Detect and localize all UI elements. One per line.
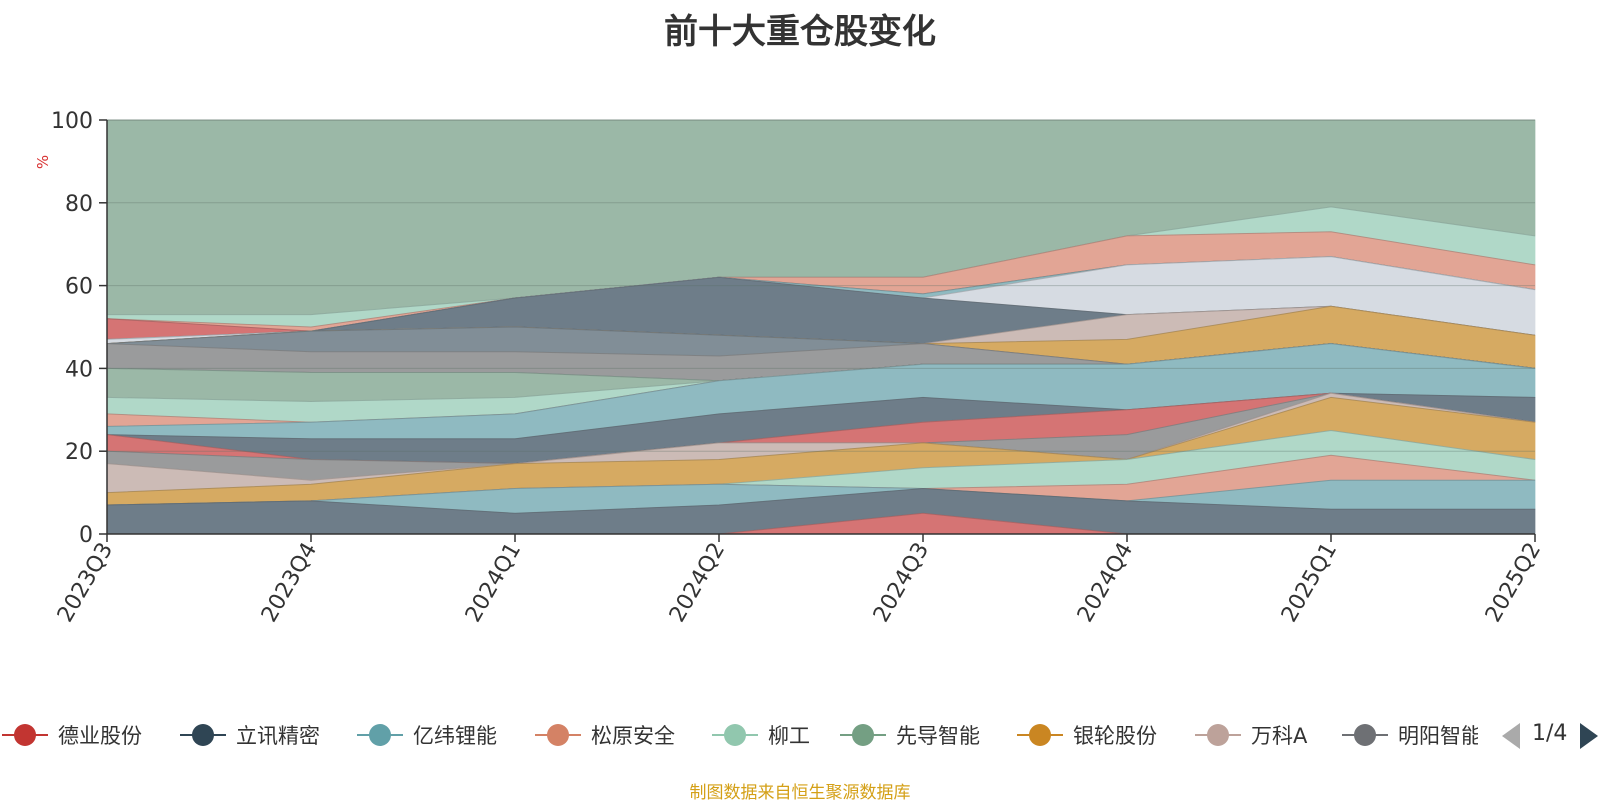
y-tick-label: 40 [65,357,93,382]
legend-item[interactable]: 柳工 [710,715,810,755]
legend-marker-icon [1017,724,1063,746]
x-tick-label: 2025Q1 [1277,539,1342,627]
legend-label: 明阳智能 [1398,724,1478,748]
legend-label: 先导智能 [896,724,980,748]
x-tick-label: 2025Q2 [1481,539,1546,627]
y-tick-label: 80 [65,192,93,217]
y-tick-label: 60 [65,275,93,300]
area-line-23 [106,479,1535,506]
legend-label: 松原安全 [591,724,675,748]
chart-title: 前十大重仓股变化 [664,12,936,52]
legend-marker-icon [1195,724,1241,746]
legend-label: 德业股份 [58,724,142,748]
legend-marker-icon [180,724,226,746]
legend-item[interactable]: 明阳智能 [1340,715,1478,755]
legend-marker-icon [712,724,758,746]
area-line-20 [106,396,1536,494]
y-axis-label: % [34,155,52,169]
legend-label: 银轮股份 [1073,724,1157,748]
area-line-2 [106,231,1536,328]
legend-item[interactable]: 松原安全 [533,715,675,755]
legend-label: 亿纬锂能 [413,724,497,748]
x-tick-label: 2024Q4 [1073,539,1138,627]
grid-lines [107,119,1535,452]
y-tick-label: 20 [65,440,93,465]
legend-item[interactable]: 先导智能 [838,715,980,755]
legend-marker-icon [840,724,886,746]
legend: 德业股份 立讯精密 亿纬锂能 松原安全 柳工 先导智能 银轮股份 万科A 明阳智能 1/4 [0,715,1600,755]
legend-label: 万科A [1251,724,1308,748]
legend-label: 柳工 [768,724,810,748]
x-tick-label: 2024Q2 [665,539,730,627]
legend-item[interactable]: 银轮股份 [1015,715,1157,755]
legend-marker-icon [1342,724,1388,746]
x-tick-label: 2024Q1 [461,539,526,627]
legend-next-page-icon[interactable] [1578,721,1600,751]
x-tick-label: 2023Q4 [257,539,322,627]
legend-item[interactable]: 亿纬锂能 [355,715,497,755]
legend-item[interactable]: 德业股份 [0,715,142,755]
legend-marker-icon [535,724,581,746]
y-tick-label: 100 [51,109,93,134]
legend-item[interactable]: 万科A [1193,715,1307,755]
area-line-15 [106,343,1536,427]
legend-marker-icon [357,724,403,746]
x-tick-label: 2024Q3 [869,539,934,627]
stacked-areas [106,119,1536,535]
legend-prev-page-icon[interactable] [1500,721,1522,751]
x-tick-label: 2023Q3 [53,539,118,627]
legend-page-indicator: 1/4 [1532,721,1568,746]
legend-item[interactable]: 立讯精密 [178,715,320,755]
area-line-24 [106,487,1535,514]
area-line-19 [106,392,1536,481]
legend-items: 德业股份 立讯精密 亿纬锂能 松原安全 柳工 先导智能 银轮股份 万科A 明阳智能 [0,715,1478,755]
legend-label: 立讯精密 [236,724,320,748]
source-note: 制图数据来自恒生聚源数据库 [689,783,911,803]
y-tick-label: 0 [79,523,93,548]
legend-marker-icon [2,724,48,746]
